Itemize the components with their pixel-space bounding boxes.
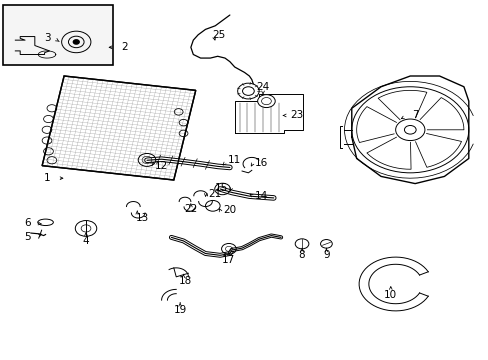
Text: 23: 23 [290, 111, 303, 121]
Text: 24: 24 [256, 82, 269, 93]
Text: 11: 11 [228, 155, 241, 165]
Text: 4: 4 [82, 236, 89, 246]
Text: 17: 17 [222, 255, 235, 265]
Circle shape [73, 40, 79, 44]
Text: 12: 12 [155, 161, 168, 171]
Text: 21: 21 [208, 189, 222, 199]
Text: 13: 13 [135, 213, 148, 222]
Text: 6: 6 [24, 218, 31, 228]
Text: 7: 7 [411, 111, 418, 121]
Text: 8: 8 [298, 250, 305, 260]
Circle shape [395, 119, 424, 140]
Text: 15: 15 [214, 183, 227, 193]
Text: 22: 22 [184, 204, 197, 214]
Circle shape [257, 95, 275, 108]
Text: 2: 2 [122, 42, 128, 52]
Text: 20: 20 [223, 206, 236, 216]
Bar [3, 5, 113, 65]
Text: 3: 3 [43, 33, 50, 43]
Text: 19: 19 [173, 305, 186, 315]
Text: 14: 14 [254, 191, 267, 201]
Text: 16: 16 [254, 158, 267, 168]
Text: 25: 25 [212, 30, 225, 40]
Text: 1: 1 [43, 173, 50, 183]
Circle shape [75, 221, 97, 236]
Ellipse shape [38, 219, 53, 226]
Text: 5: 5 [24, 232, 31, 242]
Polygon shape [42, 76, 195, 180]
Text: 10: 10 [384, 290, 397, 300]
Circle shape [237, 83, 259, 99]
Text: 18: 18 [178, 276, 191, 286]
Text: 9: 9 [323, 250, 329, 260]
